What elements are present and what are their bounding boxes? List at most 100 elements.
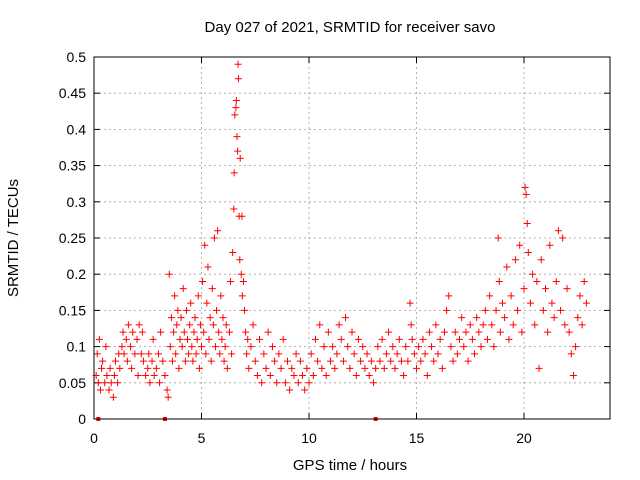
data-point	[232, 104, 240, 112]
data-point	[152, 364, 160, 372]
data-point	[110, 372, 118, 380]
data-point	[98, 364, 106, 372]
data-point	[253, 372, 261, 380]
data-point	[333, 350, 341, 358]
data-point	[565, 328, 573, 336]
data-point	[184, 335, 192, 343]
data-point	[214, 227, 222, 235]
data-point	[550, 314, 558, 322]
data-point	[223, 364, 231, 372]
data-point	[348, 328, 356, 336]
data-point	[445, 292, 453, 300]
data-point	[229, 248, 237, 256]
data-point	[314, 357, 322, 365]
data-point	[236, 256, 244, 264]
data-point	[150, 372, 158, 380]
data-point	[400, 372, 408, 380]
x-tick-label: 20	[516, 430, 532, 446]
data-point	[380, 364, 388, 372]
y-tick-label: 0	[78, 411, 86, 427]
data-point	[563, 285, 571, 293]
data-point	[329, 343, 337, 351]
data-point	[222, 321, 230, 329]
data-point	[477, 343, 485, 351]
data-point	[288, 364, 296, 372]
data-point	[258, 379, 266, 387]
data-point	[385, 328, 393, 336]
data-point	[447, 343, 455, 351]
data-point	[166, 343, 174, 351]
data-point	[456, 335, 463, 343]
data-point	[473, 314, 481, 322]
data-point	[155, 350, 162, 358]
data-point	[144, 364, 152, 372]
data-point	[359, 343, 367, 351]
data-point	[201, 241, 209, 249]
data-point	[186, 321, 194, 329]
data-point	[490, 343, 498, 351]
data-point	[335, 321, 343, 329]
data-point	[176, 335, 184, 343]
data-point	[128, 364, 136, 372]
data-point	[196, 321, 204, 329]
data-point	[372, 364, 380, 372]
data-point	[408, 335, 416, 343]
data-point	[271, 357, 279, 365]
data-point	[557, 306, 565, 314]
data-point	[572, 343, 580, 351]
data-points	[92, 60, 590, 401]
data-point	[127, 343, 135, 351]
data-point	[361, 364, 369, 372]
y-tick-label: 0.1	[67, 339, 87, 355]
data-point	[145, 350, 153, 358]
data-point	[511, 256, 519, 264]
data-point	[116, 364, 124, 372]
data-point	[131, 350, 139, 358]
plot-frame	[93, 56, 611, 420]
data-point	[576, 292, 584, 300]
x-tick-label: 0	[90, 430, 98, 446]
y-tick-label: 0.25	[59, 230, 86, 246]
data-point	[449, 357, 457, 365]
data-point	[342, 314, 350, 322]
data-point	[479, 321, 487, 329]
data-point	[238, 292, 246, 300]
data-point	[370, 379, 377, 387]
data-point	[395, 335, 403, 343]
data-point	[578, 321, 586, 329]
data-point	[367, 357, 375, 365]
data-point	[531, 321, 539, 329]
data-point	[266, 372, 274, 380]
data-point	[391, 364, 399, 372]
data-point	[464, 357, 472, 365]
x-tick-label: 10	[301, 430, 317, 446]
data-point	[423, 372, 431, 380]
data-point	[542, 285, 549, 293]
data-point	[164, 393, 172, 401]
data-point	[382, 350, 390, 358]
data-point	[241, 306, 248, 314]
data-point	[286, 386, 294, 394]
data-point	[438, 364, 446, 372]
data-point	[124, 321, 132, 329]
data-point	[529, 270, 537, 278]
data-point	[119, 328, 127, 336]
data-point	[327, 357, 334, 365]
data-point	[413, 364, 420, 372]
y-axis-label: SRMTID / TECUs	[5, 179, 22, 297]
data-point	[213, 306, 221, 314]
data-point	[142, 372, 150, 380]
data-point	[216, 350, 224, 358]
data-point	[211, 343, 219, 351]
data-point	[580, 277, 588, 285]
data-point	[219, 314, 227, 322]
data-point	[299, 372, 307, 380]
data-point	[337, 335, 345, 343]
data-point	[234, 60, 242, 68]
data-point	[138, 328, 146, 336]
data-point	[243, 350, 251, 358]
data-point	[237, 270, 245, 278]
data-point	[208, 285, 216, 293]
data-point	[112, 357, 119, 365]
data-point	[505, 335, 513, 343]
